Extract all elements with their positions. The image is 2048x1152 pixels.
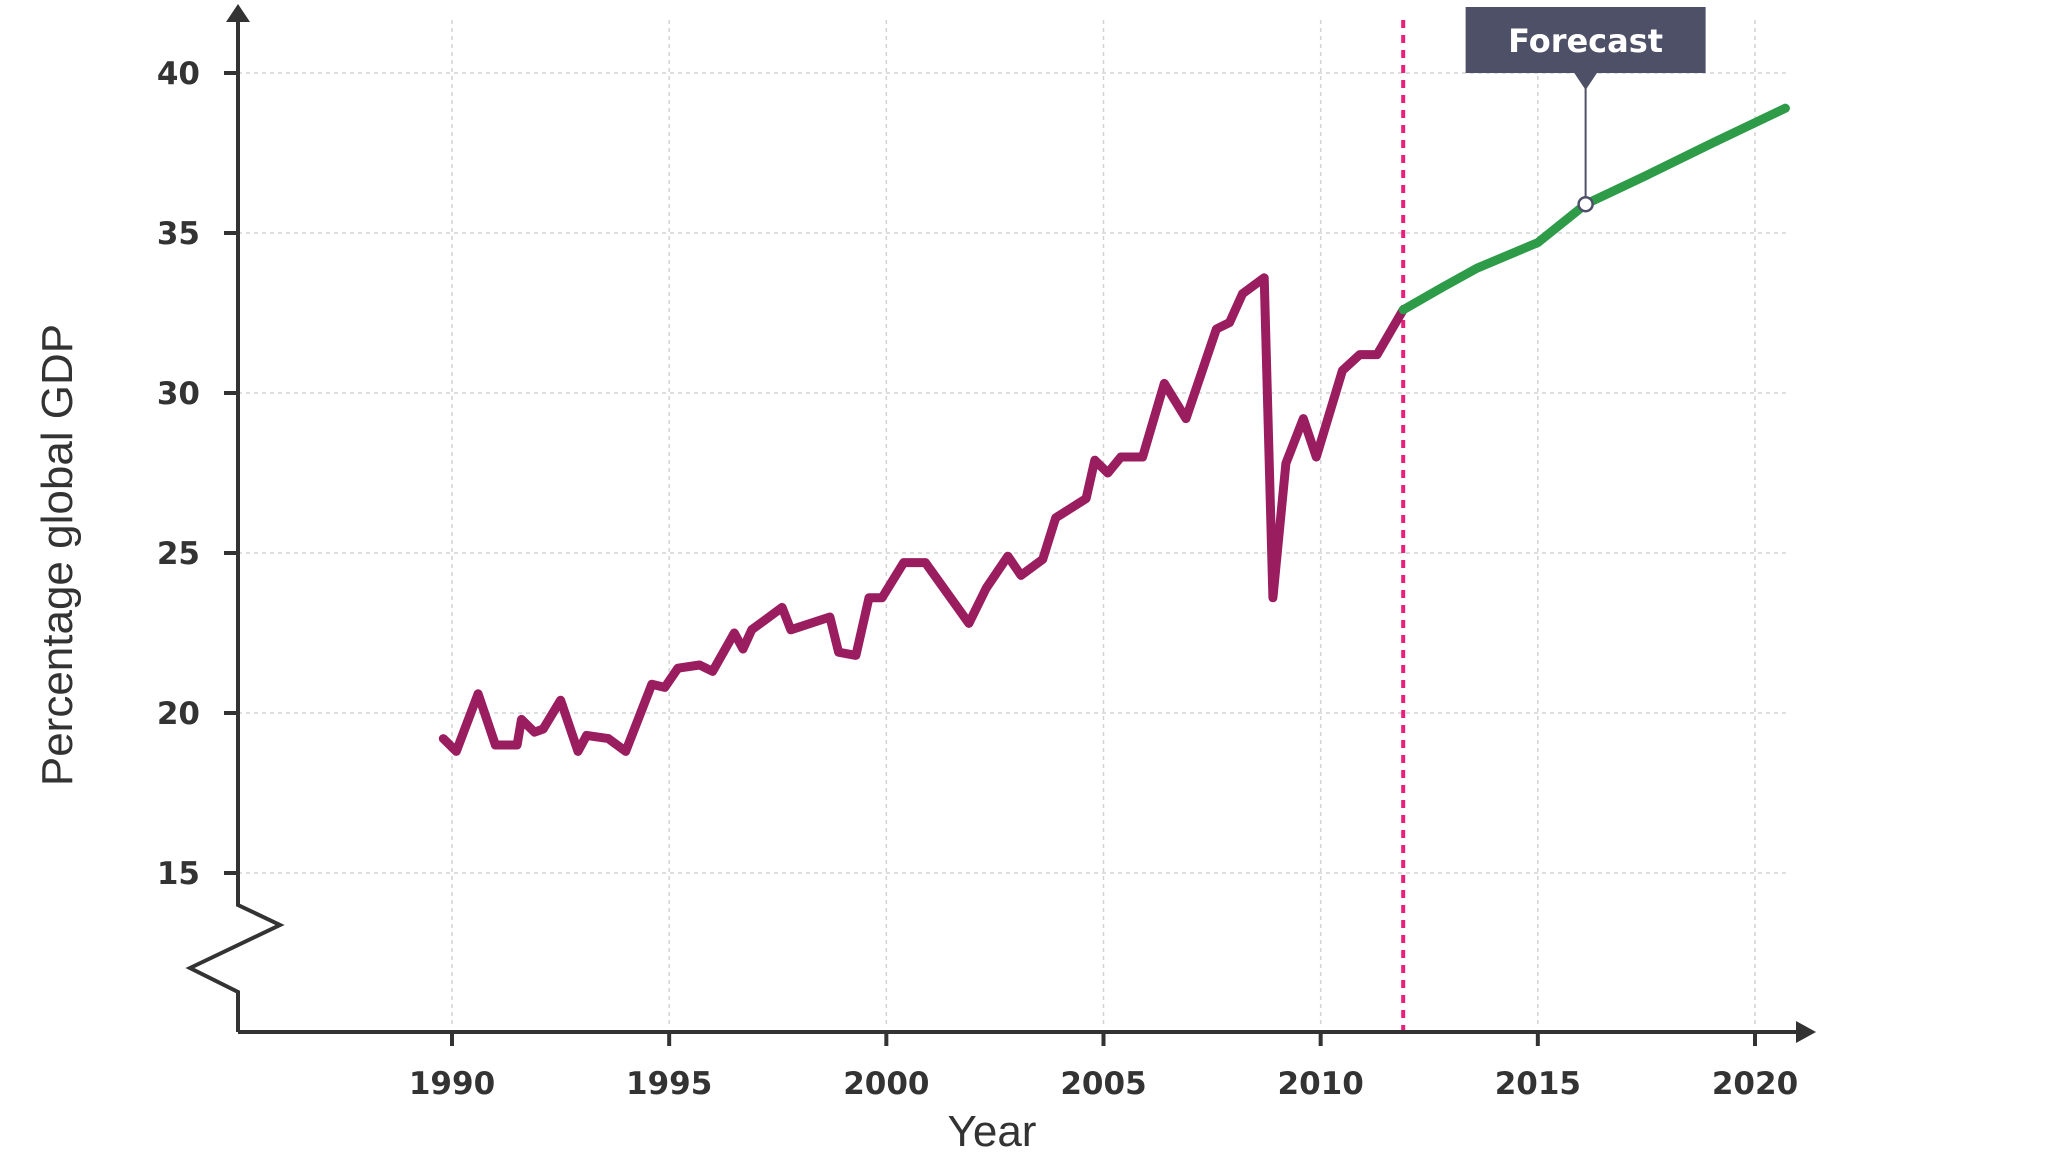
axes	[185, 4, 1816, 1043]
x-tick-label-1990: 1990	[409, 1066, 495, 1102]
y-tick-label-40: 40	[157, 56, 200, 92]
x-axis-arrow	[1796, 1021, 1816, 1043]
annotation-box	[1465, 7, 1706, 73]
x-tick-label-2015: 2015	[1495, 1066, 1581, 1102]
y-tick-label-25: 25	[157, 536, 200, 572]
x-tick-label-2000: 2000	[843, 1066, 929, 1102]
x-tick-label-1995: 1995	[626, 1066, 712, 1102]
gridlines	[238, 20, 1790, 1028]
series-layer	[438, 103, 1790, 756]
y-axis-arrow	[226, 4, 250, 22]
y-axis-line	[185, 14, 285, 1032]
series-line-historical	[438, 273, 1408, 756]
x-tick-label-2020: 2020	[1712, 1066, 1798, 1102]
y-tick-label-30: 30	[157, 376, 200, 412]
x-tick-label-2010: 2010	[1278, 1066, 1364, 1102]
x-tick-label-2005: 2005	[1060, 1066, 1146, 1102]
y-tick-label-35: 35	[157, 216, 200, 252]
y-tick-label-15: 15	[157, 856, 200, 892]
y-axis-title: Percentage global GDP	[33, 324, 82, 786]
annotation-label: Forecast	[1508, 22, 1663, 60]
x-axis-title: Year	[948, 1107, 1037, 1152]
annotation-pointer	[1573, 72, 1598, 90]
series-line-forecast	[1398, 103, 1790, 315]
annotation-marker	[1577, 195, 1594, 213]
tick-labels: 15 20 25 30 35 40 1990 1995 2000 2005 2010 2015 2020	[157, 56, 1798, 1102]
y-tick-label-20: 20	[157, 696, 200, 732]
forecast-annotation: Forecast	[1465, 7, 1706, 213]
